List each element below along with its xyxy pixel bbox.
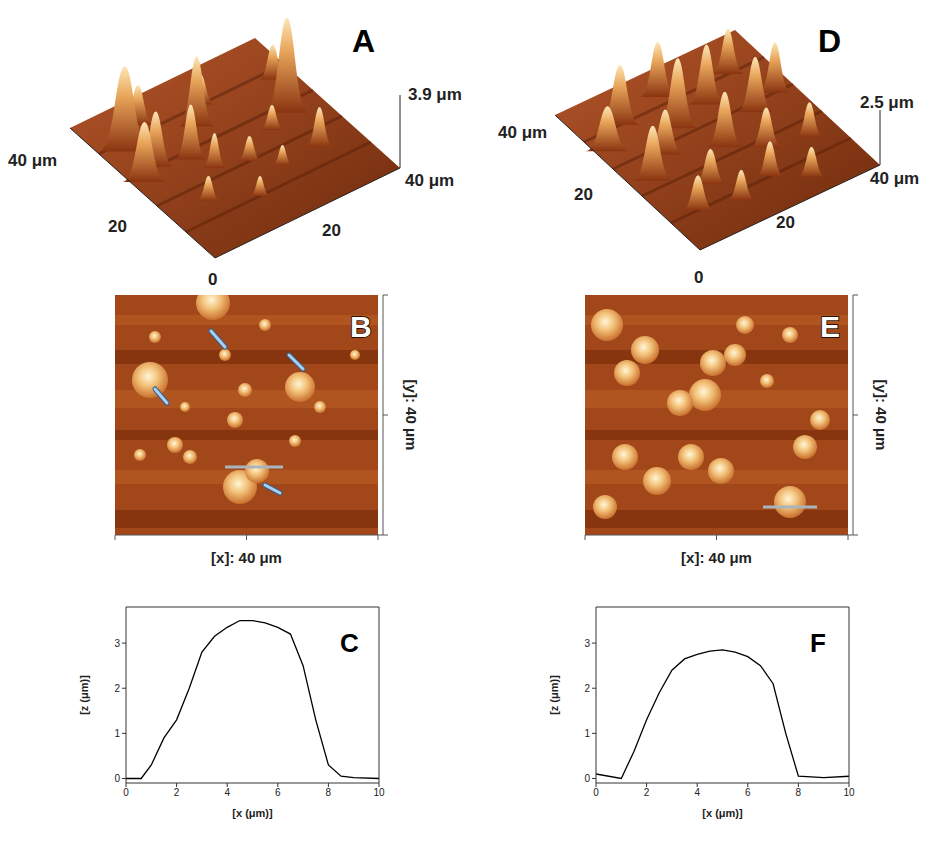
svg-text:[x (μm)]: [x (μm)]	[702, 807, 743, 819]
svg-text:2: 2	[584, 683, 590, 694]
svg-text:10: 10	[843, 787, 855, 798]
svg-text:[z (μm)]: [z (μm)]	[78, 675, 90, 715]
svg-text:B: B	[350, 310, 372, 343]
svg-text:D: D	[818, 23, 841, 59]
svg-text:0: 0	[584, 773, 590, 784]
svg-text:3: 3	[114, 638, 120, 649]
svg-text:8: 8	[326, 787, 332, 798]
svg-text:10: 10	[373, 787, 385, 798]
svg-text:2: 2	[174, 787, 180, 798]
svg-text:4: 4	[694, 787, 700, 798]
svg-text:2: 2	[114, 683, 120, 694]
svg-text:E: E	[820, 310, 840, 343]
svg-text:20: 20	[574, 185, 593, 204]
svg-text:8: 8	[796, 787, 802, 798]
svg-text:[x]: 40 μm: [x]: 40 μm	[681, 549, 752, 566]
svg-text:6: 6	[275, 787, 281, 798]
svg-text:0: 0	[123, 787, 129, 798]
svg-text:3.9 μm: 3.9 μm	[408, 85, 462, 104]
svg-text:20: 20	[108, 217, 127, 236]
svg-text:[y]: 40 μm: [y]: 40 μm	[873, 380, 890, 451]
svg-text:40 μm: 40 μm	[8, 151, 57, 170]
svg-text:0: 0	[593, 787, 599, 798]
svg-text:[y]: 40 μm: [y]: 40 μm	[403, 380, 420, 451]
svg-text:20: 20	[776, 213, 795, 232]
svg-text:40 μm: 40 μm	[405, 171, 454, 190]
svg-text:A: A	[352, 23, 375, 59]
svg-text:[z (μm)]: [z (μm)]	[548, 675, 560, 715]
svg-text:2.5 μm: 2.5 μm	[860, 93, 914, 112]
svg-text:40 μm: 40 μm	[870, 169, 919, 188]
html-text:C: C	[340, 628, 359, 658]
svg-text:4: 4	[224, 787, 230, 798]
svg-text:20: 20	[322, 221, 341, 240]
svg-text:0: 0	[208, 270, 217, 289]
svg-text:[x (μm)]: [x (μm)]	[232, 807, 273, 819]
svg-text:40 μm: 40 μm	[498, 123, 547, 142]
svg-text:1: 1	[584, 728, 590, 739]
svg-text:0: 0	[694, 268, 703, 287]
svg-text:[x]: 40 μm: [x]: 40 μm	[211, 549, 282, 566]
svg-text:3: 3	[584, 638, 590, 649]
svg-text:0: 0	[114, 773, 120, 784]
svg-text:1: 1	[114, 728, 120, 739]
svg-text:2: 2	[644, 787, 650, 798]
html-text:F: F	[810, 628, 826, 658]
svg-text:6: 6	[745, 787, 751, 798]
